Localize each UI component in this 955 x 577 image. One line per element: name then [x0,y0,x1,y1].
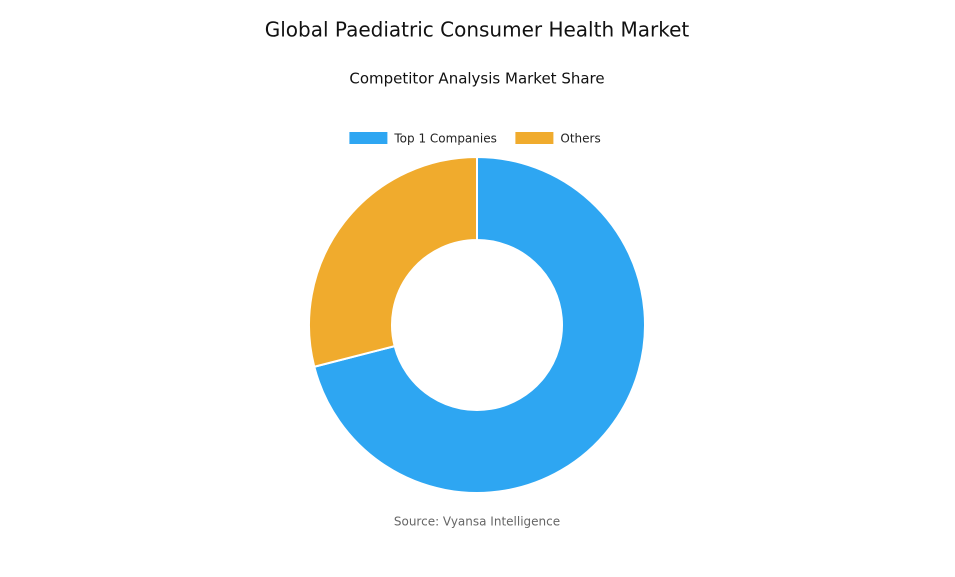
chart-subtitle: Competitor Analysis Market Share [349,70,604,88]
legend-swatch [515,132,554,144]
legend-swatch [349,132,388,144]
legend-label: Others [560,132,600,146]
source: Source: Vyansa Intelligence [394,515,560,529]
donut-slice [308,155,478,368]
chart-title: Global Paediatric Consumer Health Market [265,18,690,42]
legend-label: Top 1 Companies [393,132,496,146]
donut-slice [313,155,646,494]
